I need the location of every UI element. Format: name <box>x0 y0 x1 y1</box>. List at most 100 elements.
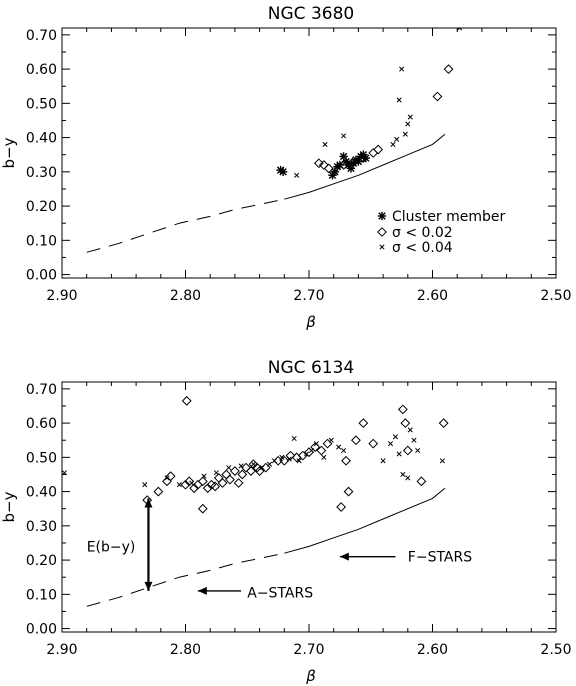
y-ticks: 0.00 0.10 0.20 0.30 0.40 0.50 0.60 0.70 <box>26 28 556 284</box>
y-tick-label: 0.70 <box>26 382 57 398</box>
diamond-point <box>184 476 195 487</box>
diamond-point <box>358 153 369 164</box>
diamond-point <box>181 395 192 406</box>
diamond-point <box>368 148 379 158</box>
x-tick-label: 2.90 <box>46 642 77 658</box>
x-tick-label: 2.90 <box>46 288 77 304</box>
diamond-point <box>336 502 347 512</box>
y-tick-label: 0.00 <box>26 622 57 638</box>
reference-curve-dashed <box>86 198 285 253</box>
cross-point <box>387 441 394 447</box>
reference-curve-solid <box>284 133 446 200</box>
reference-curve-solid <box>284 487 446 554</box>
diamond-point <box>153 486 164 497</box>
y-tick-label: 0.40 <box>26 131 57 147</box>
diamond-point <box>210 481 221 492</box>
cross-point <box>396 97 402 103</box>
cross-point <box>392 434 399 440</box>
y-tick-label: 0.60 <box>26 62 57 78</box>
cross-point <box>415 447 421 454</box>
diamond-point <box>229 466 240 476</box>
diamond-point <box>202 483 213 494</box>
double-arrow <box>144 498 153 591</box>
diamond-point <box>237 469 248 480</box>
plot-frame <box>61 27 557 279</box>
diamond-point <box>402 445 413 456</box>
cross-point <box>308 447 315 454</box>
cross-point <box>405 475 411 481</box>
y-tick-label: 0.20 <box>26 553 57 569</box>
x-axis-label: β <box>305 667 316 685</box>
diamond-point <box>233 478 244 488</box>
diamond-point <box>217 478 228 488</box>
reference-curve <box>86 133 446 253</box>
diamond-point <box>358 418 369 429</box>
diamond-point <box>341 455 351 466</box>
cross-point <box>303 451 310 457</box>
chart-title: NGC 3680 <box>268 4 354 24</box>
cross-point <box>405 121 411 127</box>
x-tick-label: 2.50 <box>540 642 571 658</box>
cross-point <box>328 437 334 443</box>
cross-point <box>336 444 342 450</box>
legend-cross-marker <box>379 244 385 250</box>
cross-point <box>291 435 297 442</box>
y-axis-label: b−y <box>0 137 18 168</box>
chart-title: NGC 6134 <box>268 358 354 378</box>
x-ticks: 2.90 2.80 2.70 2.60 2.50 <box>46 382 572 658</box>
diamond-point <box>373 144 384 155</box>
cross-point <box>402 131 408 137</box>
cross-point <box>259 465 265 471</box>
annotations: E(b−y) F−STARS A−STARS <box>87 539 473 601</box>
x-axis-label: β <box>305 313 316 331</box>
annotation-f-stars: F−STARS <box>408 550 472 566</box>
data-points <box>62 395 449 514</box>
y-tick-label: 0.60 <box>26 416 57 432</box>
legend-marker-sigma-002 <box>377 227 387 237</box>
x-ticks: 2.90 2.80 2.70 2.60 2.50 <box>46 28 572 304</box>
cross-point <box>407 427 413 433</box>
panel-ngc3680: NGC 3680 2.90 2.80 2.70 2.60 2.50 0.000.100.… <box>0 4 572 331</box>
legend-marker-cluster-member <box>377 211 387 221</box>
reference-curve <box>86 487 446 607</box>
asterisk-point <box>361 153 371 163</box>
diamond-point <box>351 435 361 446</box>
cross-point <box>411 437 417 443</box>
y-tick-label: 0.50 <box>26 450 57 466</box>
cross-point <box>279 454 285 460</box>
diamond-point <box>338 160 349 170</box>
diamond-point <box>252 462 263 473</box>
cross-point <box>341 133 347 139</box>
cross-point <box>201 473 207 479</box>
diamond-point <box>318 160 329 170</box>
y-tick-label: 0.10 <box>26 587 57 603</box>
diamond-point <box>197 503 208 514</box>
asterisk-point <box>278 167 288 177</box>
diamond-point <box>225 474 235 485</box>
legend-label-sigma-002: σ < 0.02 <box>392 225 453 241</box>
cross-point <box>213 470 219 476</box>
legend-label-cluster-member: Cluster member <box>392 209 506 225</box>
diamond-point <box>241 462 251 473</box>
y-ticks: 0.00 0.10 0.20 0.30 0.40 0.50 0.60 0.70 <box>26 382 556 638</box>
annotation-e-b-y: E(b−y) <box>87 539 136 555</box>
diamond-point <box>197 476 208 487</box>
cross-point <box>226 465 232 471</box>
cross-point <box>439 458 445 464</box>
y-tick-label: 0.20 <box>26 199 57 215</box>
legend-marker-sigma-004 <box>379 244 385 250</box>
diamond-point <box>343 486 354 497</box>
diamond-point <box>279 455 290 466</box>
diamond-point <box>432 91 443 102</box>
cross-point <box>394 136 400 142</box>
cross-point <box>321 454 327 460</box>
diamond-point <box>397 404 408 415</box>
diamond-point <box>221 469 232 480</box>
arrow <box>197 586 242 595</box>
diamond-point <box>189 483 200 494</box>
legend-diamond-marker <box>377 227 387 237</box>
cross-point <box>457 28 463 31</box>
data-points <box>276 28 463 180</box>
cross-point <box>189 480 195 486</box>
